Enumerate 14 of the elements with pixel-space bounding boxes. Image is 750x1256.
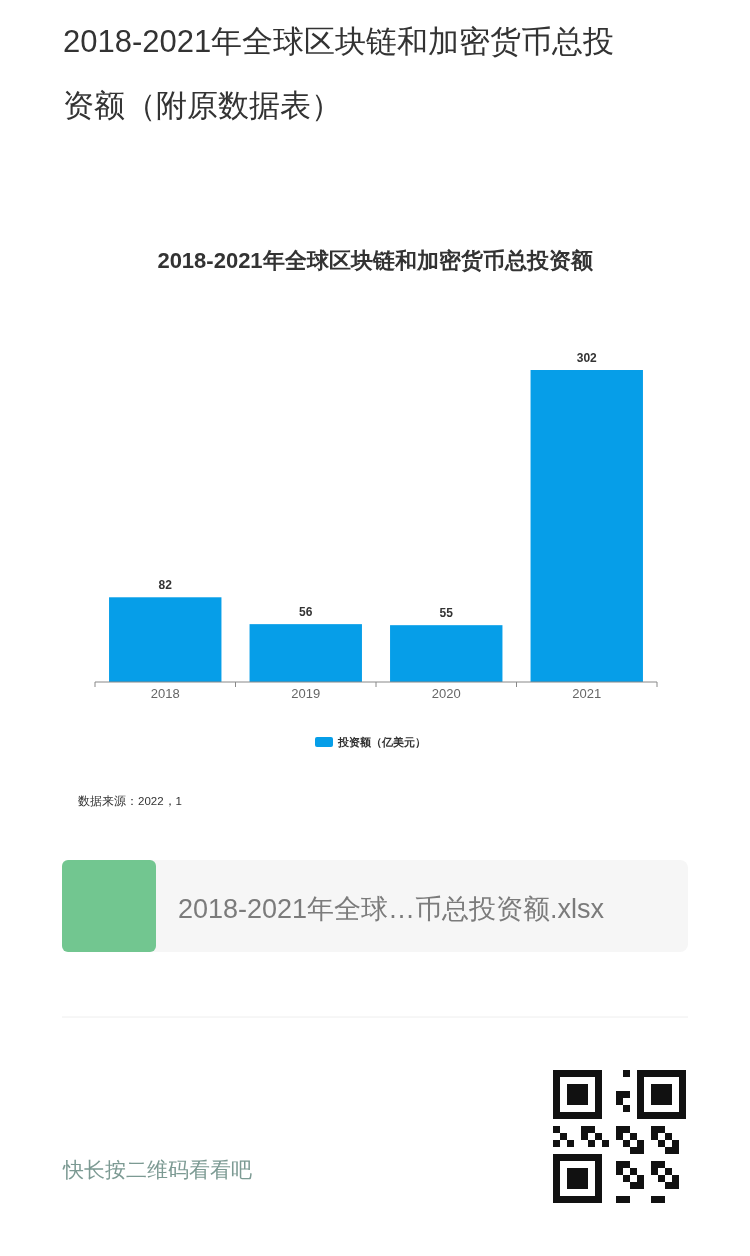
data-label: 56 <box>299 605 313 620</box>
annotation: 2018-2021年全球…币总投资额.xlsx <box>178 894 605 924</box>
x-tick-label: 2021 <box>572 686 602 701</box>
legend-label: 投资额（亿美元） <box>338 736 426 748</box>
x-tick-label: 2018 <box>150 686 180 701</box>
title: 2018-2021年全球区块链和加密货币总投资额（附原数据表） <box>63 23 616 125</box>
data-label: 302 <box>576 351 597 365</box>
x-tick-label: 2020 <box>431 686 461 701</box>
annotation: 快长按二维码看看吧 <box>63 1158 252 1181</box>
chart-title: 2018-2021年全球区块链和加密货币总投资额 <box>157 248 593 273</box>
data-label: 82 <box>158 578 172 593</box>
annotation: 数据来源：2022，1 <box>78 795 182 807</box>
data-label: 55 <box>439 606 453 621</box>
x-tick-label: 2019 <box>291 686 321 701</box>
